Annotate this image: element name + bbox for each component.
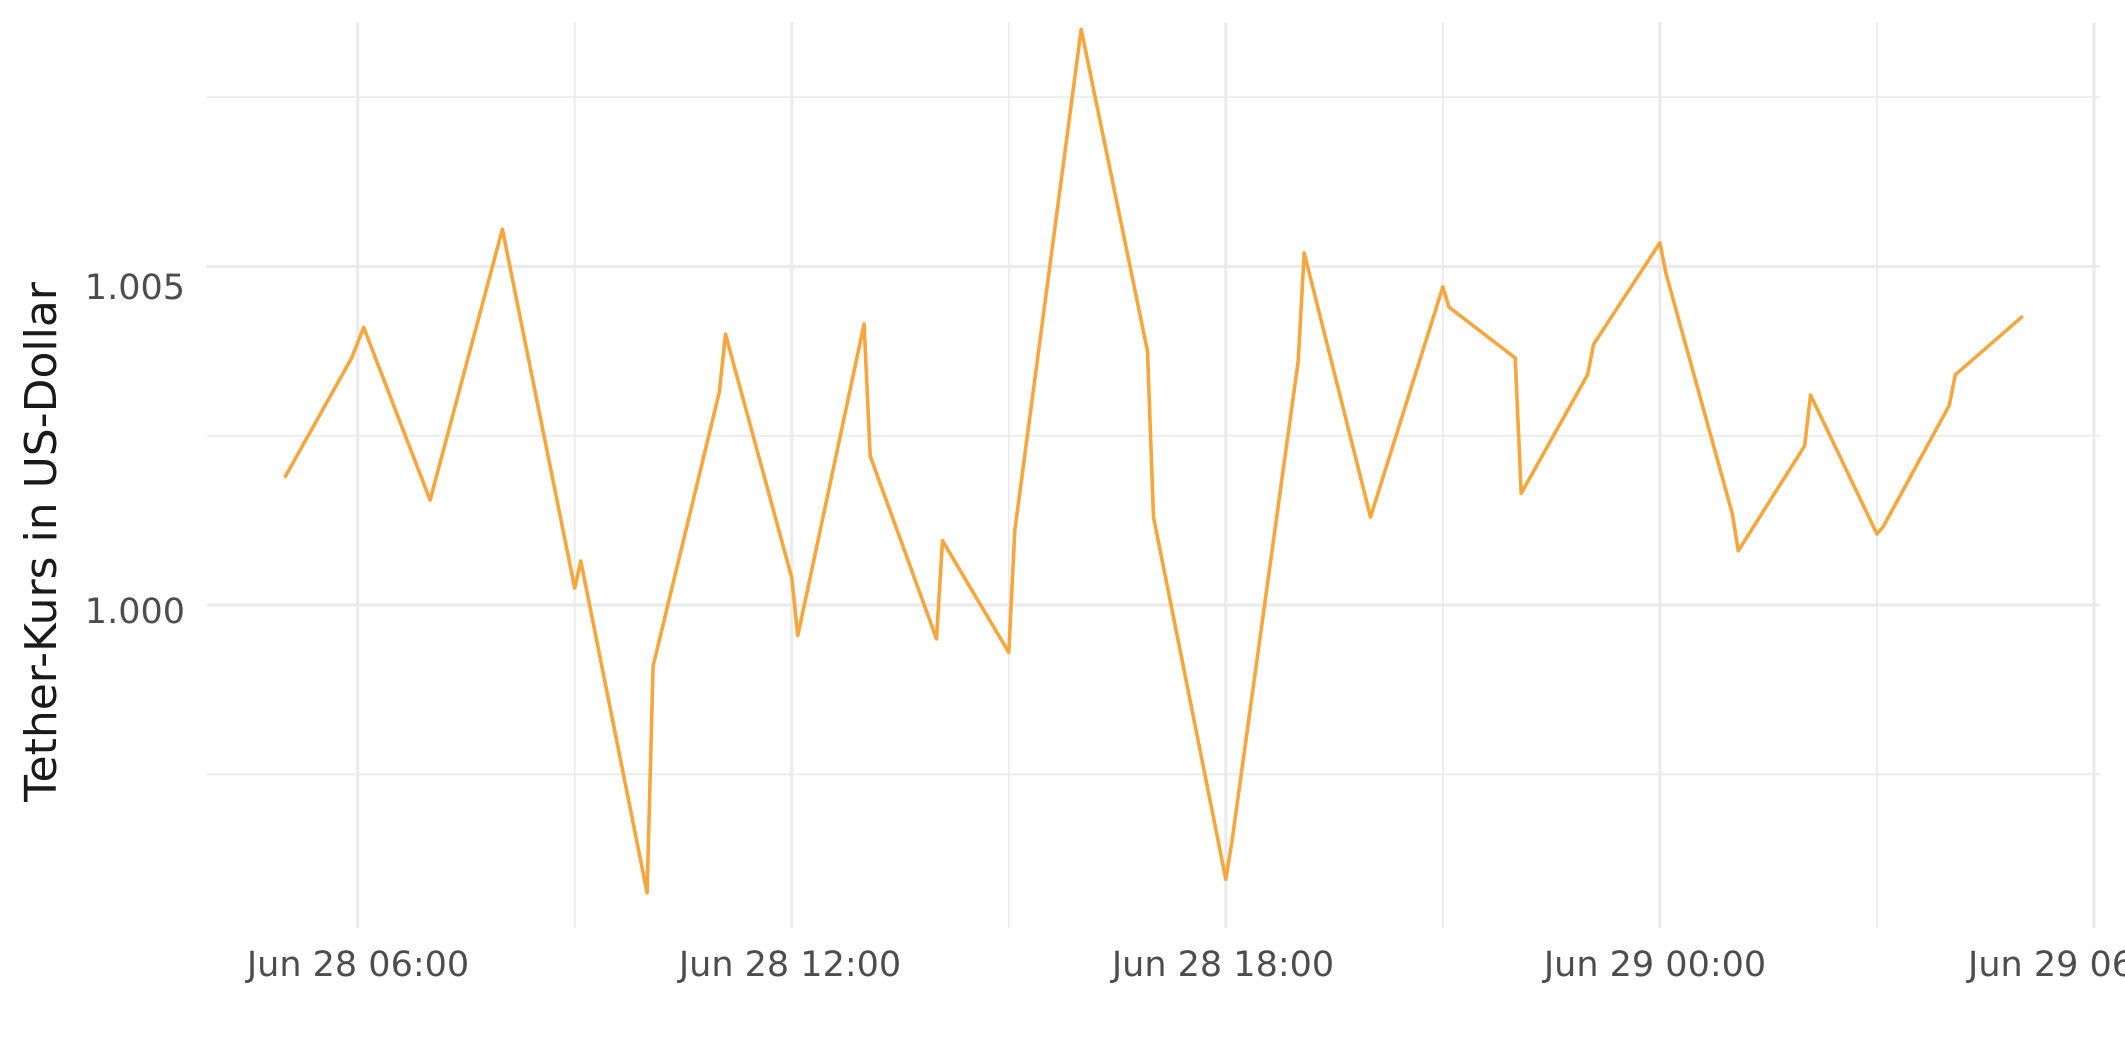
x-tick-label: Jun 28 12:00 (677, 945, 901, 985)
y-tick-label: 1.000 (85, 592, 185, 632)
x-tick-label: Jun 29 00:00 (1542, 945, 1766, 985)
y-axis-ticks: 1.000 1.005 (85, 268, 185, 632)
minor-gridlines-y (207, 96, 2100, 776)
x-tick-label: Jun 28 06:00 (245, 945, 469, 985)
y-axis-title: Tether-Kurs in US-Dollar (16, 281, 67, 803)
major-gridlines-x (356, 22, 2096, 928)
series-layer (283, 27, 2024, 895)
minor-gridlines-x (573, 22, 1878, 928)
series-line (283, 27, 2024, 895)
y-tick-label: 1.005 (85, 268, 185, 308)
x-axis-ticks: Jun 28 06:00 Jun 28 12:00 Jun 28 18:00 J… (245, 945, 2125, 985)
major-gridlines-y (207, 264, 2100, 607)
x-tick-label: Jun 29 06:00 (1966, 945, 2125, 985)
x-tick-label: Jun 28 18:00 (1110, 945, 1334, 985)
